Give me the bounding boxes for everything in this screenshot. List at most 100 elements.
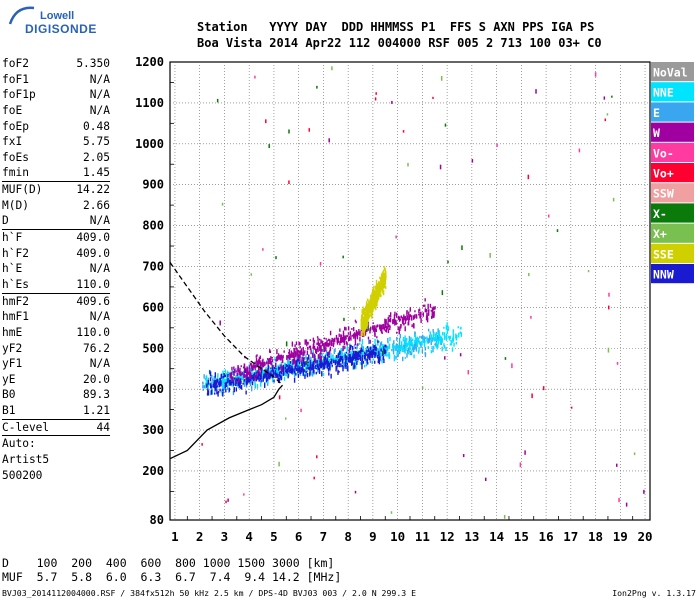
- echo-point: [313, 342, 315, 348]
- echo-point: [351, 345, 354, 350]
- echo-point: [519, 462, 522, 468]
- echo-point: [376, 291, 378, 297]
- echo-point: [286, 364, 289, 367]
- echo-point: [222, 375, 224, 379]
- echo-point: [504, 357, 507, 360]
- echo-point: [328, 350, 330, 356]
- echo-point: [211, 378, 214, 381]
- echo-point: [227, 373, 229, 378]
- echo-point: [455, 336, 458, 341]
- echo-point: [284, 369, 287, 375]
- echo-point: [347, 332, 350, 335]
- echo-point: [286, 355, 288, 361]
- echo-point: [434, 334, 437, 340]
- echo-point: [430, 340, 432, 346]
- echo-point: [256, 383, 259, 389]
- param-name: foF1p: [2, 88, 36, 102]
- param-row: foF2 5.350: [2, 56, 110, 72]
- param-row: h`Es 110.0: [2, 277, 110, 293]
- echo-point: [317, 360, 319, 366]
- echo-point: [414, 310, 416, 313]
- echo-point: [321, 371, 323, 377]
- echo-point: [283, 371, 285, 375]
- echo-point: [404, 348, 406, 354]
- echo-point: [352, 353, 354, 357]
- x-tick-label: 16: [539, 529, 554, 544]
- echo-point: [252, 376, 255, 382]
- echo-point: [392, 348, 395, 352]
- echo-point: [386, 325, 388, 331]
- echo-point: [249, 381, 252, 386]
- echo-point: [284, 363, 287, 369]
- echo-point: [226, 384, 229, 390]
- echo-point: [408, 318, 410, 323]
- echo-point: [267, 364, 269, 370]
- echo-point: [356, 344, 358, 349]
- echo-point: [432, 329, 434, 333]
- echo-point: [274, 370, 277, 376]
- header-row-2: Boa Vista 2014 Apr22 112 004000 RSF 005 …: [197, 36, 602, 50]
- echo-point: [343, 317, 345, 321]
- echo-point: [318, 370, 321, 374]
- echo-point: [395, 235, 397, 239]
- echo-point: [376, 303, 378, 306]
- echo-point: [422, 312, 424, 315]
- echo-point: [240, 365, 242, 368]
- echo-point: [397, 315, 400, 320]
- echo-point: [390, 511, 393, 514]
- echo-point: [399, 333, 402, 339]
- echo-point: [319, 360, 321, 363]
- echo-point: [633, 452, 636, 456]
- echo-point: [405, 345, 407, 350]
- echo-point: [372, 350, 374, 354]
- echo-point: [455, 333, 457, 339]
- echo-point: [286, 360, 289, 366]
- param-name: yF2: [2, 341, 23, 355]
- echo-point: [305, 356, 307, 360]
- echo-point: [231, 369, 234, 373]
- legend-swatch: [651, 122, 694, 142]
- echo-point: [223, 384, 226, 388]
- echo-point: [251, 365, 254, 368]
- x-tick-label: 3: [221, 529, 229, 544]
- echo-point: [281, 373, 283, 379]
- echo-point: [405, 343, 408, 348]
- echo-point: [376, 324, 379, 328]
- echo-point: [611, 95, 613, 98]
- echo-point: [389, 312, 392, 318]
- echo-point: [387, 317, 389, 321]
- echo-point: [289, 364, 291, 369]
- echo-point: [347, 357, 350, 360]
- echo-point: [241, 374, 244, 379]
- echo-point: [406, 342, 409, 347]
- echo-point: [380, 278, 383, 284]
- echo-point: [379, 291, 381, 298]
- echo-point: [229, 372, 231, 378]
- param-row: M(D) 2.66: [2, 198, 110, 214]
- echo-point: [218, 390, 220, 393]
- echo-point: [363, 354, 366, 360]
- legend-swatch: [651, 62, 694, 82]
- echo-point: [203, 385, 206, 389]
- echo-point: [410, 342, 412, 347]
- echo-point: [578, 148, 581, 153]
- echo-point: [222, 391, 224, 397]
- echo-point: [307, 341, 309, 345]
- echo-point: [307, 364, 309, 367]
- echo-point: [216, 385, 219, 388]
- echo-point: [373, 328, 376, 332]
- echo-point: [243, 368, 246, 372]
- echo-point: [282, 367, 284, 371]
- echo-point: [346, 335, 349, 337]
- echo-point: [383, 272, 386, 275]
- legend-swatch: [651, 223, 694, 243]
- echo-point: [342, 354, 345, 358]
- echo-point: [317, 337, 319, 342]
- param-row: yF1 N/A: [2, 356, 110, 372]
- echo-point: [369, 300, 371, 305]
- echo-point: [244, 368, 247, 373]
- echo-point: [395, 347, 397, 352]
- param-row: MUF(D) 14.22: [2, 182, 110, 198]
- echo-point: [453, 343, 455, 347]
- echo-point: [336, 360, 339, 366]
